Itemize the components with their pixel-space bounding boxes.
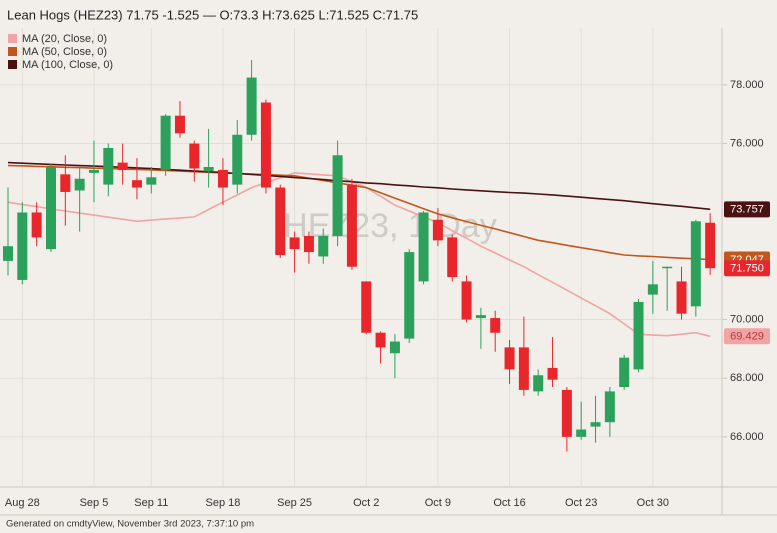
candle-body — [289, 237, 300, 250]
x-tick-label: Sep 11 — [134, 497, 168, 509]
candle-body — [547, 367, 558, 380]
candle-body — [490, 318, 501, 333]
candle-body — [332, 155, 343, 236]
chart-title: Lean Hogs (HEZ23) 71.75 -1.525 — O:73.3 … — [7, 7, 418, 22]
price-badge — [724, 260, 770, 277]
candle-body — [447, 237, 458, 278]
legend-swatch — [8, 60, 17, 69]
footer: Generated on cmdtyView, November 3rd 202… — [6, 519, 254, 530]
candle-body — [260, 102, 271, 188]
candle-body — [160, 115, 171, 170]
candle-body — [604, 391, 615, 423]
candle-body — [146, 177, 157, 185]
candle-body — [303, 235, 314, 253]
x-tick-label: Oct 30 — [637, 497, 669, 509]
candle-body — [88, 169, 99, 173]
candle-body — [533, 375, 544, 392]
legend-label: MA (20, Close, 0) — [22, 33, 107, 45]
candle-body — [705, 222, 716, 269]
x-tick-label: Oct 2 — [353, 497, 379, 509]
candle-body — [232, 134, 243, 185]
candle-body — [174, 115, 185, 134]
candle-body — [346, 184, 357, 267]
candle-body — [74, 178, 85, 191]
candle-body — [561, 389, 572, 437]
candle-body — [375, 332, 386, 348]
price-badge-label: 69.429 — [730, 331, 764, 343]
candle-body — [217, 169, 228, 188]
legend-label: MA (100, Close, 0) — [22, 59, 113, 71]
candle-body — [576, 429, 587, 437]
candle-body — [475, 315, 486, 319]
candle-body — [518, 347, 529, 390]
legend-swatch — [8, 34, 17, 43]
x-tick-label: Oct 9 — [425, 497, 451, 509]
candle-body — [432, 219, 443, 241]
candle-body — [189, 143, 200, 169]
candle-body — [103, 147, 114, 185]
candle-body — [3, 246, 13, 261]
x-tick-label: Oct 16 — [493, 497, 525, 509]
candle-body — [45, 167, 56, 250]
candle-body — [690, 221, 701, 307]
candle-body — [131, 180, 142, 188]
candle-body — [676, 281, 687, 314]
x-tick-label: Sep 18 — [206, 497, 241, 509]
candle-body — [461, 281, 472, 320]
x-tick-label: Sep 25 — [277, 497, 312, 509]
candle-body — [590, 422, 601, 427]
x-tick-label: Oct 23 — [565, 497, 597, 509]
y-tick-label: 66.000 — [730, 431, 764, 443]
y-tick-label: 78.000 — [730, 79, 764, 91]
candle-body — [318, 235, 329, 257]
candle-body — [361, 281, 372, 333]
legend-swatch — [8, 47, 17, 56]
price-badge — [724, 201, 770, 218]
y-tick-label: 76.000 — [730, 137, 764, 149]
candle-body — [117, 162, 128, 170]
price-badge-label: 73.757 — [730, 204, 764, 216]
candle-body — [389, 341, 400, 354]
candle-body — [17, 212, 28, 280]
x-tick-label: Sep 5 — [80, 497, 109, 509]
price-badge-label: 71.750 — [730, 263, 764, 275]
legend-label: MA (50, Close, 0) — [22, 46, 107, 58]
candle-body — [31, 212, 42, 238]
watermark: HEZ23, 1 Day — [283, 207, 497, 245]
y-tick-label: 68.000 — [730, 372, 764, 384]
candle-body — [203, 167, 214, 172]
candle-body — [619, 357, 630, 387]
x-tick-label: Aug 28 — [5, 497, 40, 509]
candle-body — [404, 252, 415, 339]
candle-body — [504, 347, 515, 370]
candle-body — [647, 284, 658, 295]
y-tick-label: 70.000 — [730, 313, 764, 325]
candle-body — [275, 187, 286, 256]
candle-body — [418, 212, 429, 282]
price-badge — [724, 328, 770, 345]
candle-body — [662, 266, 673, 269]
ma-line — [7, 172, 711, 338]
candle-body — [246, 77, 257, 135]
candle-body — [633, 301, 644, 370]
candle-body — [60, 174, 71, 192]
